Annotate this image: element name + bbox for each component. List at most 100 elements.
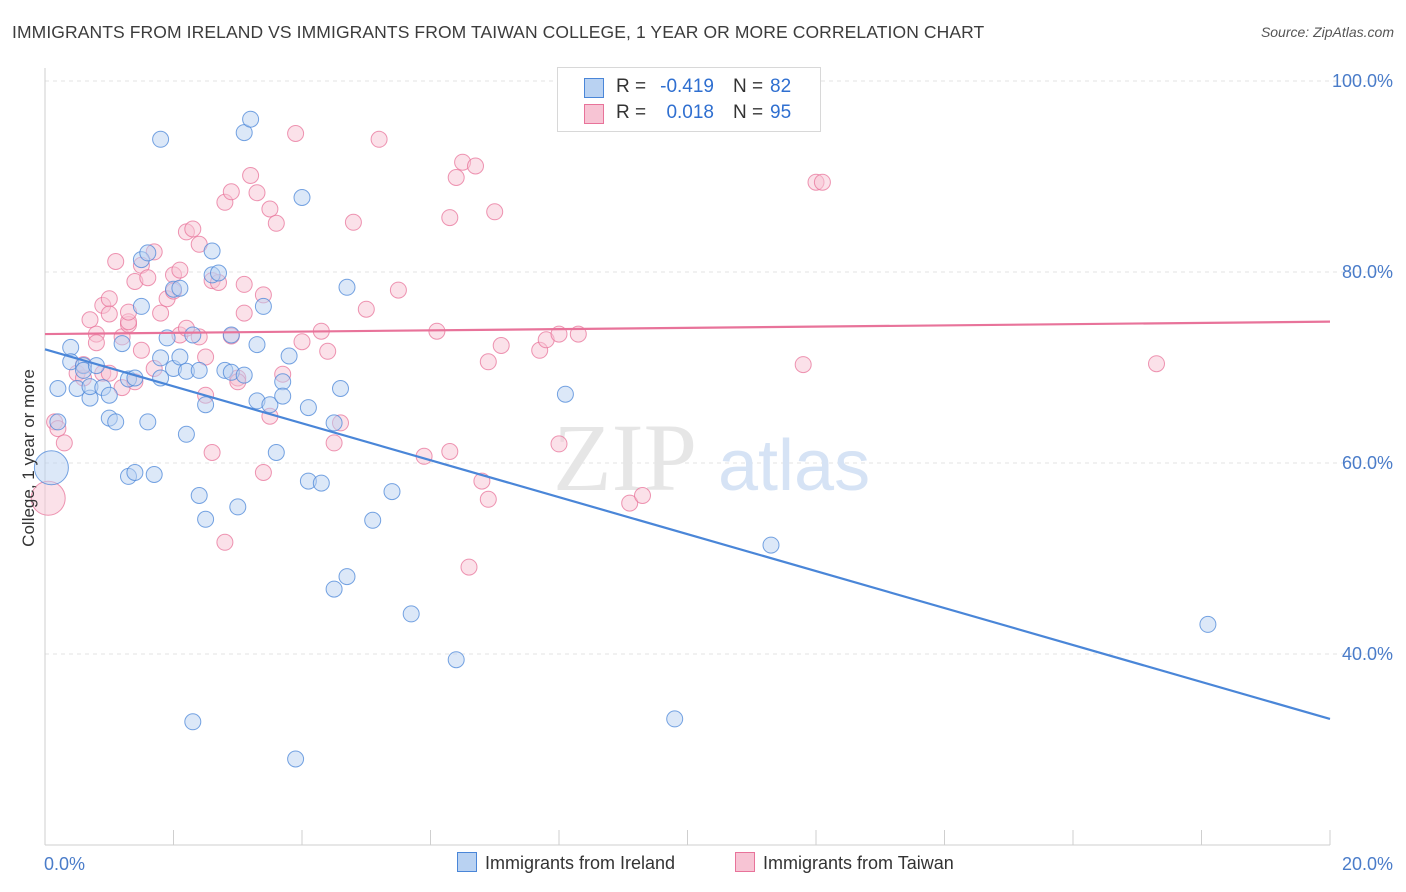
- ireland-point: [62, 338, 80, 356]
- taiwan-point: [203, 444, 221, 461]
- ireland-point: [49, 413, 67, 431]
- taiwan-point: [100, 305, 118, 323]
- taiwan-trend-line: [44, 320, 1331, 336]
- ireland-point: [447, 651, 465, 669]
- ireland-legend-label: Immigrants from Ireland: [485, 853, 676, 873]
- ireland-point: [132, 297, 150, 315]
- ireland-swatch: [584, 78, 604, 98]
- source-credit: Source: ZipAtlas.com: [1260, 24, 1394, 40]
- taiwan-point: [486, 203, 504, 221]
- ireland-point: [49, 380, 67, 397]
- r-value: 0.018: [666, 102, 714, 123]
- taiwan-point: [370, 130, 388, 148]
- taiwan-point: [293, 333, 311, 351]
- ireland-point: [184, 326, 202, 344]
- ireland-point: [152, 349, 170, 367]
- ireland-point: [171, 348, 189, 366]
- y-tick-label: 60.0%: [1342, 453, 1393, 473]
- taiwan-point: [107, 253, 125, 270]
- x-tick-label: 0.0%: [44, 854, 85, 874]
- taiwan-point: [87, 334, 105, 352]
- n-label: N =: [733, 102, 764, 123]
- ireland-point: [287, 750, 305, 768]
- r-value: -0.419: [660, 76, 714, 97]
- taiwan-point: [357, 300, 375, 318]
- taiwan-point: [325, 434, 343, 452]
- ireland-point: [254, 297, 272, 315]
- taiwan-point: [344, 213, 362, 231]
- taiwan-point: [242, 167, 260, 184]
- watermark-zip: ZIP: [553, 404, 697, 511]
- ireland-point: [248, 336, 266, 354]
- n-value: 95: [770, 102, 792, 123]
- ireland-point: [338, 278, 356, 296]
- ireland-point: [222, 326, 240, 344]
- taiwan-point: [235, 304, 253, 322]
- ireland-point: [139, 413, 157, 431]
- taiwan-point: [55, 434, 73, 452]
- y-tick-label: 100.0%: [1332, 71, 1393, 91]
- chart-title: IMMIGRANTS FROM IRELAND VS IMMIGRANTS FR…: [12, 22, 985, 42]
- taiwan-point: [139, 269, 157, 287]
- ireland-point: [261, 396, 279, 414]
- ireland-point: [325, 580, 343, 598]
- taiwan-point: [184, 220, 202, 238]
- legend-item-taiwan[interactable]: Immigrants from Taiwan: [735, 852, 954, 874]
- taiwan-point: [550, 435, 568, 453]
- taiwan-point: [216, 533, 234, 551]
- taiwan-point: [479, 490, 497, 508]
- trend-lines: [44, 320, 1331, 720]
- ireland-point: [383, 483, 401, 501]
- ireland-point: [1199, 615, 1217, 633]
- r-label: R =: [616, 76, 647, 97]
- taiwan-point: [460, 558, 478, 576]
- ireland-point: [100, 386, 118, 404]
- taiwan-legend-label: Immigrants from Taiwan: [763, 853, 954, 873]
- n-value: 82: [770, 76, 792, 97]
- x-tick-label: 20.0%: [1342, 854, 1393, 874]
- ireland-point: [274, 387, 292, 405]
- taiwan-point: [467, 157, 484, 175]
- y-axis-label: College, 1 year or more: [19, 369, 38, 547]
- ireland-point: [229, 498, 247, 516]
- ireland-point: [242, 110, 260, 128]
- taiwan-point: [254, 464, 272, 481]
- ireland-legend-swatch: [457, 852, 477, 872]
- ireland-point: [184, 713, 202, 731]
- legend-item-ireland[interactable]: Immigrants from Ireland: [457, 852, 675, 874]
- ireland-point: [33, 450, 69, 486]
- ireland-point: [762, 536, 780, 554]
- ireland-point: [139, 244, 157, 262]
- ireland-point: [113, 335, 131, 353]
- taiwan-point: [447, 169, 465, 186]
- taiwan-point: [248, 184, 266, 202]
- y-tick-label: 40.0%: [1342, 644, 1393, 664]
- correlation-legend: R = -0.419 N = 82 R = 0.018 N = 95: [557, 67, 821, 132]
- taiwan-point: [479, 353, 497, 371]
- ireland-point: [152, 130, 170, 148]
- ireland-point: [274, 373, 292, 391]
- ireland-point: [235, 366, 253, 384]
- ireland-point: [338, 568, 356, 586]
- ireland-point: [197, 396, 215, 414]
- n-label: N =: [733, 76, 764, 97]
- ireland-point: [190, 361, 208, 379]
- taiwan-point: [261, 200, 279, 218]
- r-label: R =: [616, 102, 647, 123]
- ireland-point: [402, 605, 420, 623]
- ireland-trend-line: [44, 348, 1331, 720]
- watermark: ZIP atlas: [553, 404, 870, 511]
- taiwan-point: [569, 325, 587, 343]
- taiwan-point: [441, 209, 459, 227]
- taiwan-point: [132, 341, 150, 359]
- ireland-point: [177, 425, 195, 443]
- y-tick-label: 80.0%: [1342, 262, 1393, 282]
- ireland-point: [556, 385, 574, 403]
- taiwan-point: [319, 342, 337, 360]
- taiwan-point: [267, 214, 285, 232]
- watermark-atlas: atlas: [718, 426, 870, 506]
- taiwan-point: [235, 275, 253, 293]
- taiwan-point: [794, 356, 812, 374]
- taiwan-point: [389, 281, 407, 299]
- ireland-point: [126, 464, 144, 481]
